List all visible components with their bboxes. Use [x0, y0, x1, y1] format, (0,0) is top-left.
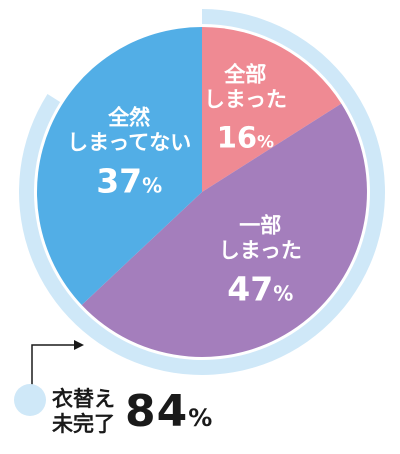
callout-arrow-head	[74, 340, 84, 350]
slice-zenbu	[202, 27, 342, 192]
callout-text: 衣替え 未完了	[52, 387, 115, 437]
callout-dot	[14, 384, 46, 416]
callout-arrow-line	[31, 344, 76, 390]
label-ichibu: 一部しまった 47%	[219, 214, 302, 309]
slice-ichibu	[81, 103, 367, 357]
callout-line2: 未完了	[52, 411, 115, 436]
callout-line1: 衣替え	[52, 386, 115, 411]
label-zenbu: 全部しまった 16%	[204, 62, 287, 154]
label-zenzen: 全然しまってない 37%	[67, 105, 191, 200]
slice-labels: 全部しまった 16% 一部しまった 47% 全然しまってない 37%	[67, 62, 302, 308]
slice-zenzen	[37, 27, 203, 305]
pie-slices	[37, 27, 367, 357]
callout: 衣替え 未完了 84%	[52, 386, 213, 437]
callout-value: 84%	[125, 386, 214, 437]
